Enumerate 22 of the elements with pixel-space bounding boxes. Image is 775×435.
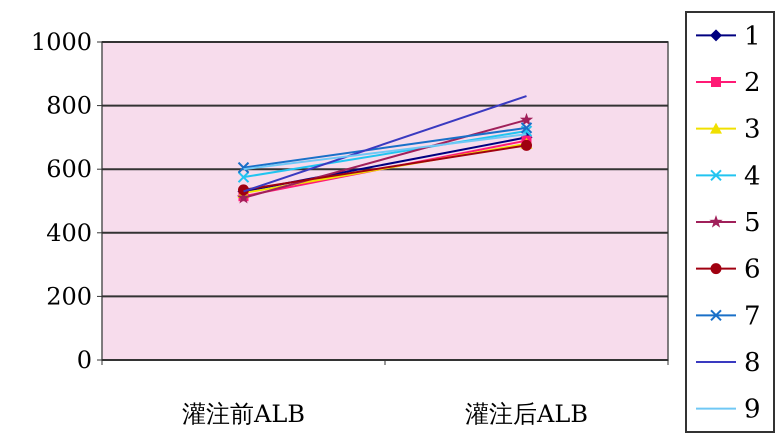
y-tick-label: 200 <box>46 282 92 310</box>
y-tick-label: 1000 <box>30 28 92 56</box>
y-tick-label: 0 <box>76 346 92 374</box>
legend-label: 6 <box>744 254 761 285</box>
x-tick-label: 灌注前ALB <box>182 400 305 428</box>
point <box>238 171 250 184</box>
legend-label: 3 <box>744 114 761 145</box>
legend-label: 2 <box>744 68 761 98</box>
legend-label: 8 <box>744 348 761 378</box>
legend-label: 1 <box>744 21 761 52</box>
legend-label: 9 <box>744 394 761 425</box>
point <box>238 162 250 174</box>
legend-label: 4 <box>744 161 761 192</box>
y-tick-label: 400 <box>46 218 92 247</box>
legend-label: 7 <box>744 301 761 332</box>
y-tick-label: 800 <box>46 92 92 120</box>
point <box>520 112 534 126</box>
x-tick-label: 灌注后ALB <box>465 400 588 428</box>
point <box>520 122 532 134</box>
legend-label: 5 <box>744 208 761 238</box>
y-tick-label: 600 <box>46 155 92 184</box>
point <box>520 125 532 138</box>
